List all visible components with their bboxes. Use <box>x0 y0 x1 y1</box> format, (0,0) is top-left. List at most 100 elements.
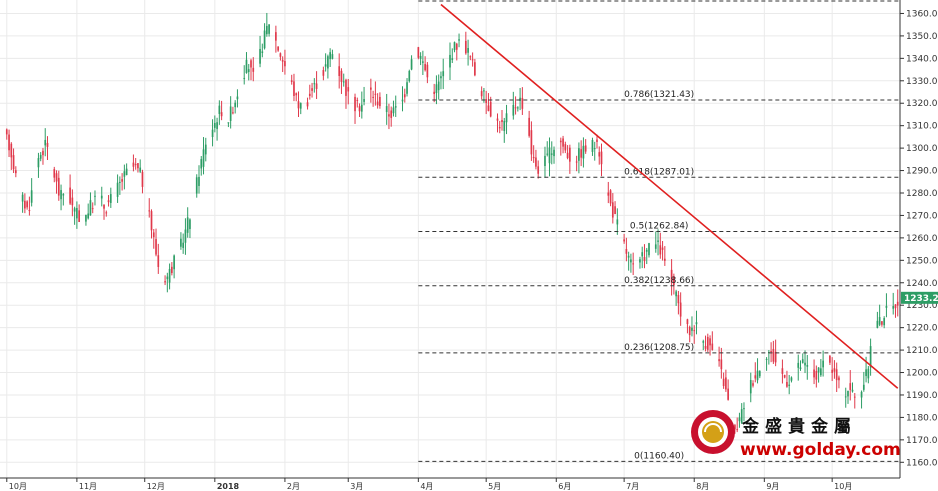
candle-body <box>216 122 218 129</box>
candle-body <box>743 408 745 410</box>
candle-body <box>881 321 883 325</box>
y-tick-label: 1160.00 <box>906 458 938 468</box>
candle-body <box>598 152 601 157</box>
x-tick-label: 3月 <box>350 482 363 491</box>
candle-body <box>277 46 279 51</box>
candle-body <box>781 368 784 374</box>
candle-body <box>835 369 838 381</box>
candle-body <box>467 48 469 53</box>
candle-body <box>94 195 96 197</box>
candle-body <box>641 252 644 257</box>
candle-body <box>790 377 793 381</box>
y-tick-label: 1350.00 <box>906 32 938 42</box>
candle-body <box>324 64 327 67</box>
candle-body <box>433 91 436 94</box>
candle-body <box>569 147 571 162</box>
candle-body <box>247 69 250 73</box>
candle-body <box>275 32 277 41</box>
candle-body <box>356 99 359 101</box>
candle-body <box>544 155 546 167</box>
candle-body <box>372 96 374 98</box>
candle-body <box>347 87 350 92</box>
candle-body <box>245 59 248 74</box>
candle-body <box>259 48 261 64</box>
candle-body <box>87 213 90 219</box>
candle-body <box>575 161 578 163</box>
fib-label: 0.786(1321.43) <box>624 90 694 100</box>
candle-body <box>329 52 331 60</box>
candle-body <box>195 177 198 194</box>
candle-body <box>28 210 31 212</box>
candle-body <box>765 358 768 360</box>
candle-body <box>21 194 24 202</box>
candle-body <box>60 190 62 200</box>
candle-body <box>5 129 8 135</box>
candle-body <box>10 143 13 158</box>
y-tick-label: 1320.00 <box>906 99 938 109</box>
candle-body <box>204 144 207 155</box>
candle-body <box>30 190 33 203</box>
candle-body <box>548 147 551 164</box>
fibonacci-levels: 0.786(1321.43) 0.618(1287.01) 0.5(1262.84)… <box>418 0 900 462</box>
candle-body <box>720 359 723 370</box>
candle-body <box>786 381 788 387</box>
candle-body <box>125 168 128 176</box>
y-tick-label: 1270.00 <box>906 211 938 221</box>
candle-body <box>103 204 105 209</box>
candle-body <box>512 104 515 116</box>
candle-body <box>758 371 761 377</box>
candle-body <box>661 247 664 250</box>
candle-body <box>417 47 420 58</box>
candle-body <box>71 197 74 206</box>
candle-body <box>530 130 533 155</box>
candle-body <box>591 140 594 152</box>
candle-body <box>388 114 390 117</box>
candle-body <box>157 255 160 267</box>
candle-body <box>419 55 422 59</box>
candle-body <box>535 157 537 167</box>
candle-body <box>611 202 614 218</box>
candle-body <box>862 384 865 390</box>
candle-body <box>252 67 255 72</box>
fib-label: 0.236(1208.75) <box>624 343 694 353</box>
candle-body <box>829 355 831 363</box>
x-tick-label: 2018 <box>217 482 240 491</box>
candle-body <box>616 219 619 225</box>
candle-body <box>630 259 632 263</box>
candle-body <box>171 266 173 274</box>
candle-body <box>736 429 739 431</box>
candle-body <box>718 359 720 362</box>
candle-body <box>410 59 413 70</box>
candle-body <box>645 249 648 252</box>
candle-body <box>849 383 852 390</box>
candle-body <box>519 97 521 101</box>
candle-body <box>327 56 329 69</box>
candle-body <box>885 305 888 308</box>
candle-body <box>704 345 707 349</box>
candle-body <box>806 365 809 367</box>
candle-body <box>213 122 216 128</box>
candle-body <box>173 255 175 270</box>
candle-body <box>853 396 856 398</box>
candle-body <box>315 83 318 89</box>
candle-body <box>801 359 804 363</box>
candle-body <box>8 134 10 151</box>
candle-body <box>498 127 501 129</box>
candle-body <box>390 110 393 118</box>
candle-body <box>709 338 711 346</box>
candle-body <box>711 343 714 350</box>
candle-body <box>496 118 499 121</box>
candle-body <box>483 90 485 92</box>
candle-body <box>166 276 169 280</box>
candle-body <box>37 158 40 168</box>
candle-body <box>152 232 155 238</box>
candle-body <box>566 152 569 159</box>
last-price-tag: 1233.29 <box>901 291 938 304</box>
candle-body <box>218 105 221 114</box>
candle-body <box>815 370 818 380</box>
y-tick-label: 1240.00 <box>906 279 938 289</box>
candle-body <box>85 214 87 222</box>
candle-body <box>648 243 650 256</box>
candle-body <box>643 256 646 262</box>
candle-body <box>528 117 530 136</box>
